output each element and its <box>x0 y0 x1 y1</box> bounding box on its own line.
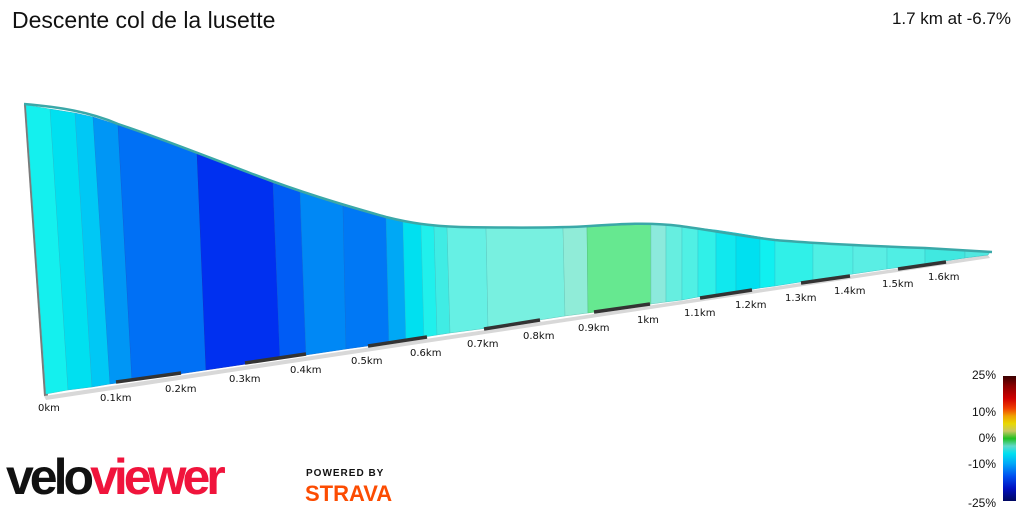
logo-velo: velo <box>6 449 94 505</box>
tick-label: 0.7km <box>467 339 498 350</box>
profile-top-edge <box>23 102 993 254</box>
legend-label-10: 10% <box>971 405 996 419</box>
tick-label: 1.4km <box>834 286 865 297</box>
tick-label: 1.6km <box>928 272 959 283</box>
tick-label: 1km <box>637 315 659 326</box>
distance-bars <box>115 260 947 384</box>
powered-by-label: POWERED BY <box>306 468 385 479</box>
legend-label-minus-10: -10% <box>967 457 996 471</box>
tick-label: 0.3km <box>229 374 260 385</box>
segment-title: Descente col de la lusette <box>12 7 276 33</box>
strava-logo: STRAVA <box>305 481 393 506</box>
tick-label: 0.1km <box>100 393 131 404</box>
segment-summary: 1.7 km at -6.7% <box>891 9 1011 28</box>
tick-label: 1.1km <box>684 308 715 319</box>
tick-label: 0.4km <box>290 365 321 376</box>
profile-baseline <box>44 255 990 400</box>
x-axis-tick-labels: 0km 0.1km 0.2km 0.3km 0.4km 0.5km 0.6km … <box>38 272 959 414</box>
tick-label: 0.6km <box>410 348 441 359</box>
tick-label: 0km <box>38 403 60 414</box>
legend-label-minus-25: -25% <box>967 496 996 510</box>
tick-label: 1.5km <box>882 279 913 290</box>
legend-label-0: 0% <box>978 431 996 445</box>
tick-label: 1.3km <box>785 293 816 304</box>
gradient-segments <box>25 104 991 395</box>
tick-label: 0.2km <box>165 384 196 395</box>
legend-label-25: 25% <box>971 368 996 382</box>
gradient-colorbar <box>1003 376 1016 501</box>
veloviewer-logo: veloviewer <box>6 449 226 505</box>
logo-viewer: viewer <box>90 449 226 505</box>
tick-label: 0.5km <box>351 356 382 367</box>
tick-label: 1.2km <box>735 300 766 311</box>
tick-label: 0.9km <box>578 323 609 334</box>
tick-label: 0.8km <box>523 331 554 342</box>
